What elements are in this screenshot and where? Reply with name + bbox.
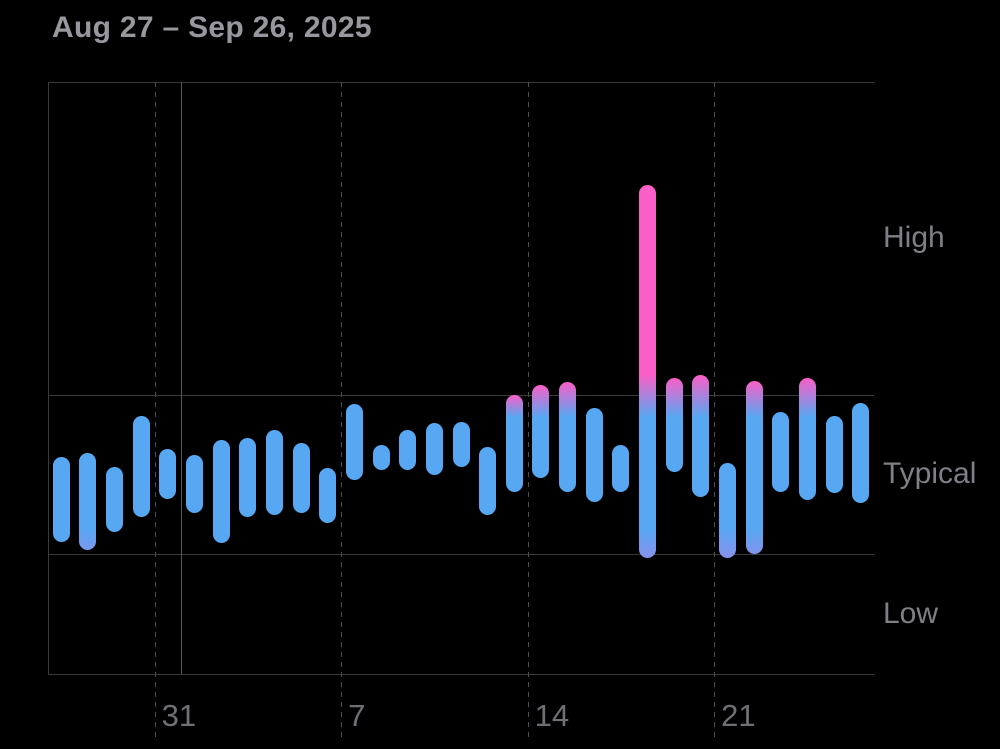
band-label-high: High [883,221,945,254]
x-tick-label: 14 [534,698,570,733]
range-bar[interactable] [639,185,657,558]
range-bar[interactable] [798,378,816,500]
x-tick-label: 21 [721,698,756,733]
range-bar[interactable] [345,404,363,480]
plot-left-border [48,82,49,674]
month-separator-line [181,82,183,674]
gridline-vertical-dashed [341,82,343,742]
x-tick-label: 7 [348,698,366,733]
range-bar[interactable] [585,408,603,502]
range-bar[interactable] [692,375,710,497]
range-bar[interactable] [292,443,310,513]
range-bar[interactable] [52,456,70,542]
band-label-typical: Typical [883,457,977,490]
gridline-horizontal [48,674,874,675]
range-bar[interactable] [106,466,124,532]
range-bar[interactable] [559,382,577,493]
chart-plot[interactable]: 31 7 14 21 [48,82,874,742]
band-label-low: Low [883,597,939,630]
range-bar[interactable] [79,453,97,551]
date-range-title: Aug 27 – Sep 26, 2025 [52,11,372,44]
range-bar[interactable] [665,378,683,473]
gridline-vertical-dashed [154,82,156,742]
range-bar[interactable] [239,437,257,518]
range-bar[interactable] [319,467,337,524]
range-bar[interactable] [772,411,790,493]
range-bar[interactable] [372,444,390,470]
range-bar[interactable] [745,380,763,554]
gridline-horizontal [48,82,874,83]
range-bar[interactable] [532,385,550,479]
gridline-horizontal [48,395,874,397]
range-bar[interactable] [452,421,470,467]
range-bar[interactable] [852,402,870,503]
range-bar[interactable] [479,447,497,515]
x-tick-label: 31 [161,698,197,733]
range-bar[interactable] [612,444,630,493]
range-bar[interactable] [265,430,283,515]
range-bar[interactable] [159,449,177,499]
range-bar[interactable] [825,415,843,493]
gridline-vertical-dashed [527,82,529,742]
range-bar[interactable] [132,415,150,518]
gridline-horizontal [48,553,874,555]
range-bar[interactable] [425,422,443,476]
range-bar[interactable] [212,440,230,544]
range-bar[interactable] [399,430,417,470]
range-bar[interactable] [505,395,523,493]
range-bar[interactable] [186,454,204,513]
gridline-vertical-dashed [714,82,716,742]
range-bar[interactable] [718,463,736,558]
